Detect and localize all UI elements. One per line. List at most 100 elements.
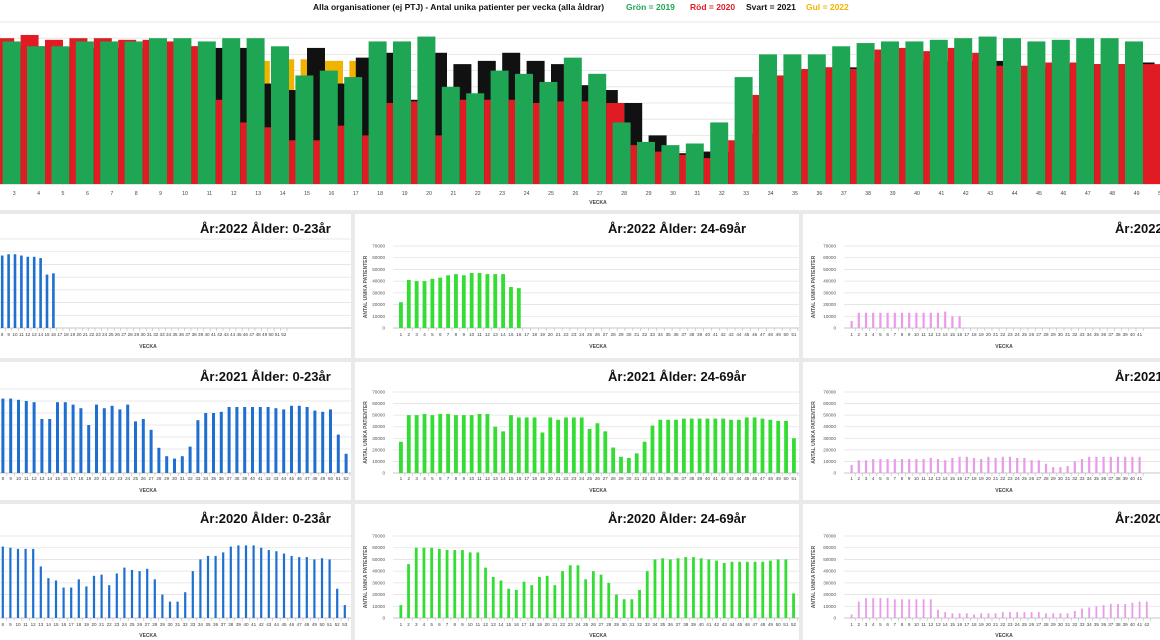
x-tick-label: 32 [719, 191, 725, 197]
y-tick-label: 10000 [823, 314, 836, 319]
bar [1037, 460, 1040, 473]
x-tick-label: 31 [629, 622, 635, 627]
panel-title: År:2021 [1115, 369, 1160, 384]
x-tick-label: 28 [606, 622, 612, 627]
bar [422, 413, 427, 473]
bar [13, 254, 17, 328]
x-tick-label: 38 [1115, 332, 1121, 337]
legend-2020: Röd = 2020 [690, 2, 736, 12]
legend-2022: Gul = 2022 [806, 2, 849, 12]
y-tick-label: 40000 [823, 569, 836, 574]
bar [965, 456, 968, 473]
x-tick-label: 29 [618, 332, 624, 337]
x-tick-label: 46 [752, 332, 758, 337]
x-tick-label: 31 [634, 332, 640, 337]
x-tick-label: 19 [70, 332, 76, 337]
bar [1109, 456, 1112, 473]
bar [1100, 38, 1119, 185]
x-tick-label: 24 [102, 332, 108, 337]
x-tick-label: 28 [1043, 622, 1049, 627]
x-tick-label: 4 [423, 476, 426, 481]
x-tick-label: 19 [979, 622, 985, 627]
x-axis-label: VECKA [139, 633, 157, 639]
bar [430, 547, 434, 618]
bar [438, 277, 443, 328]
x-tick-label: 39 [890, 191, 896, 197]
bar [951, 613, 954, 618]
separator [0, 500, 1160, 504]
bar [980, 459, 983, 473]
x-tick-label: 47 [305, 476, 311, 481]
bar [274, 408, 278, 473]
x-tick-label: 25 [587, 332, 593, 337]
bar [138, 571, 141, 618]
x-tick-label: 2 [858, 622, 861, 627]
x-tick-label: 7 [447, 476, 450, 481]
x-tick-label: 43 [273, 476, 279, 481]
bar [637, 141, 655, 184]
bar [1125, 41, 1143, 184]
x-tick-label: 5 [879, 332, 882, 337]
bar [271, 46, 289, 184]
bar [893, 599, 896, 618]
x-tick-label: 30 [1058, 476, 1064, 481]
x-tick-label: 21 [993, 332, 999, 337]
bar [17, 399, 20, 473]
bar [437, 548, 441, 618]
x-tick-label: 23 [1007, 622, 1013, 627]
bar [548, 417, 553, 473]
bar [282, 409, 286, 473]
bar [915, 599, 918, 618]
bar [124, 41, 143, 184]
x-tick-label: 31 [1065, 476, 1071, 481]
chart-svg: 0 10000 20000 30000 40000 50000 60000 70000 ANTA… [811, 390, 1160, 494]
bar [615, 594, 618, 618]
x-tick-label: 8 [455, 332, 458, 337]
x-tick-label: 39 [697, 332, 703, 337]
legend-2021: Svart = 2021 [746, 2, 796, 12]
x-tick-label: 34 [1087, 622, 1093, 627]
x-tick-label: 32 [183, 622, 189, 627]
x-tick-label: 9 [159, 191, 162, 197]
x-tick-label: 18 [529, 622, 535, 627]
bar [393, 41, 411, 184]
bar [1001, 612, 1004, 618]
bar [235, 407, 239, 473]
y-tick-label: 30000 [823, 290, 836, 295]
y-tick-label: 20000 [372, 592, 385, 597]
x-tick-label: 50 [328, 476, 334, 481]
bar [886, 459, 889, 473]
x-tick-label: 19 [540, 332, 546, 337]
bar [684, 557, 688, 618]
bar [414, 281, 419, 328]
panel-2020-24-69: År:2020 Ålder: 24-69år 0 10000 20000 30000 4… [355, 504, 799, 640]
bar [441, 86, 460, 184]
y-tick-label: 40000 [372, 424, 385, 429]
x-tick-label: 7 [110, 191, 113, 197]
x-tick-label: 30 [167, 622, 173, 627]
bar [792, 593, 795, 618]
bar [715, 560, 718, 618]
x-tick-label: 13 [935, 332, 941, 337]
x-tick-label: 36 [668, 622, 674, 627]
x-tick-label: 14 [38, 332, 44, 337]
bar [290, 405, 293, 473]
x-tick-label: 36 [179, 332, 185, 337]
bar [507, 588, 511, 618]
y-tick-label: 60000 [372, 545, 385, 550]
chart-svg: 0 10000 20000 30000 40000 50000 60000 70000 ANTA… [811, 244, 1160, 350]
x-tick-label: 35 [211, 476, 217, 481]
x-tick-label: 45 [737, 622, 743, 627]
x-tick-label: 43 [728, 476, 734, 481]
y-tick-label: 10000 [372, 459, 385, 464]
bar [872, 459, 875, 473]
bar [1073, 610, 1076, 618]
bar [430, 415, 435, 473]
x-tick-label: 13 [493, 476, 499, 481]
bar [653, 559, 657, 618]
x-tick-label: 38 [1115, 476, 1121, 481]
bar [865, 598, 867, 618]
x-tick-label: 23 [96, 332, 102, 337]
y-tick-label: 50000 [372, 413, 385, 418]
bar [689, 418, 694, 473]
